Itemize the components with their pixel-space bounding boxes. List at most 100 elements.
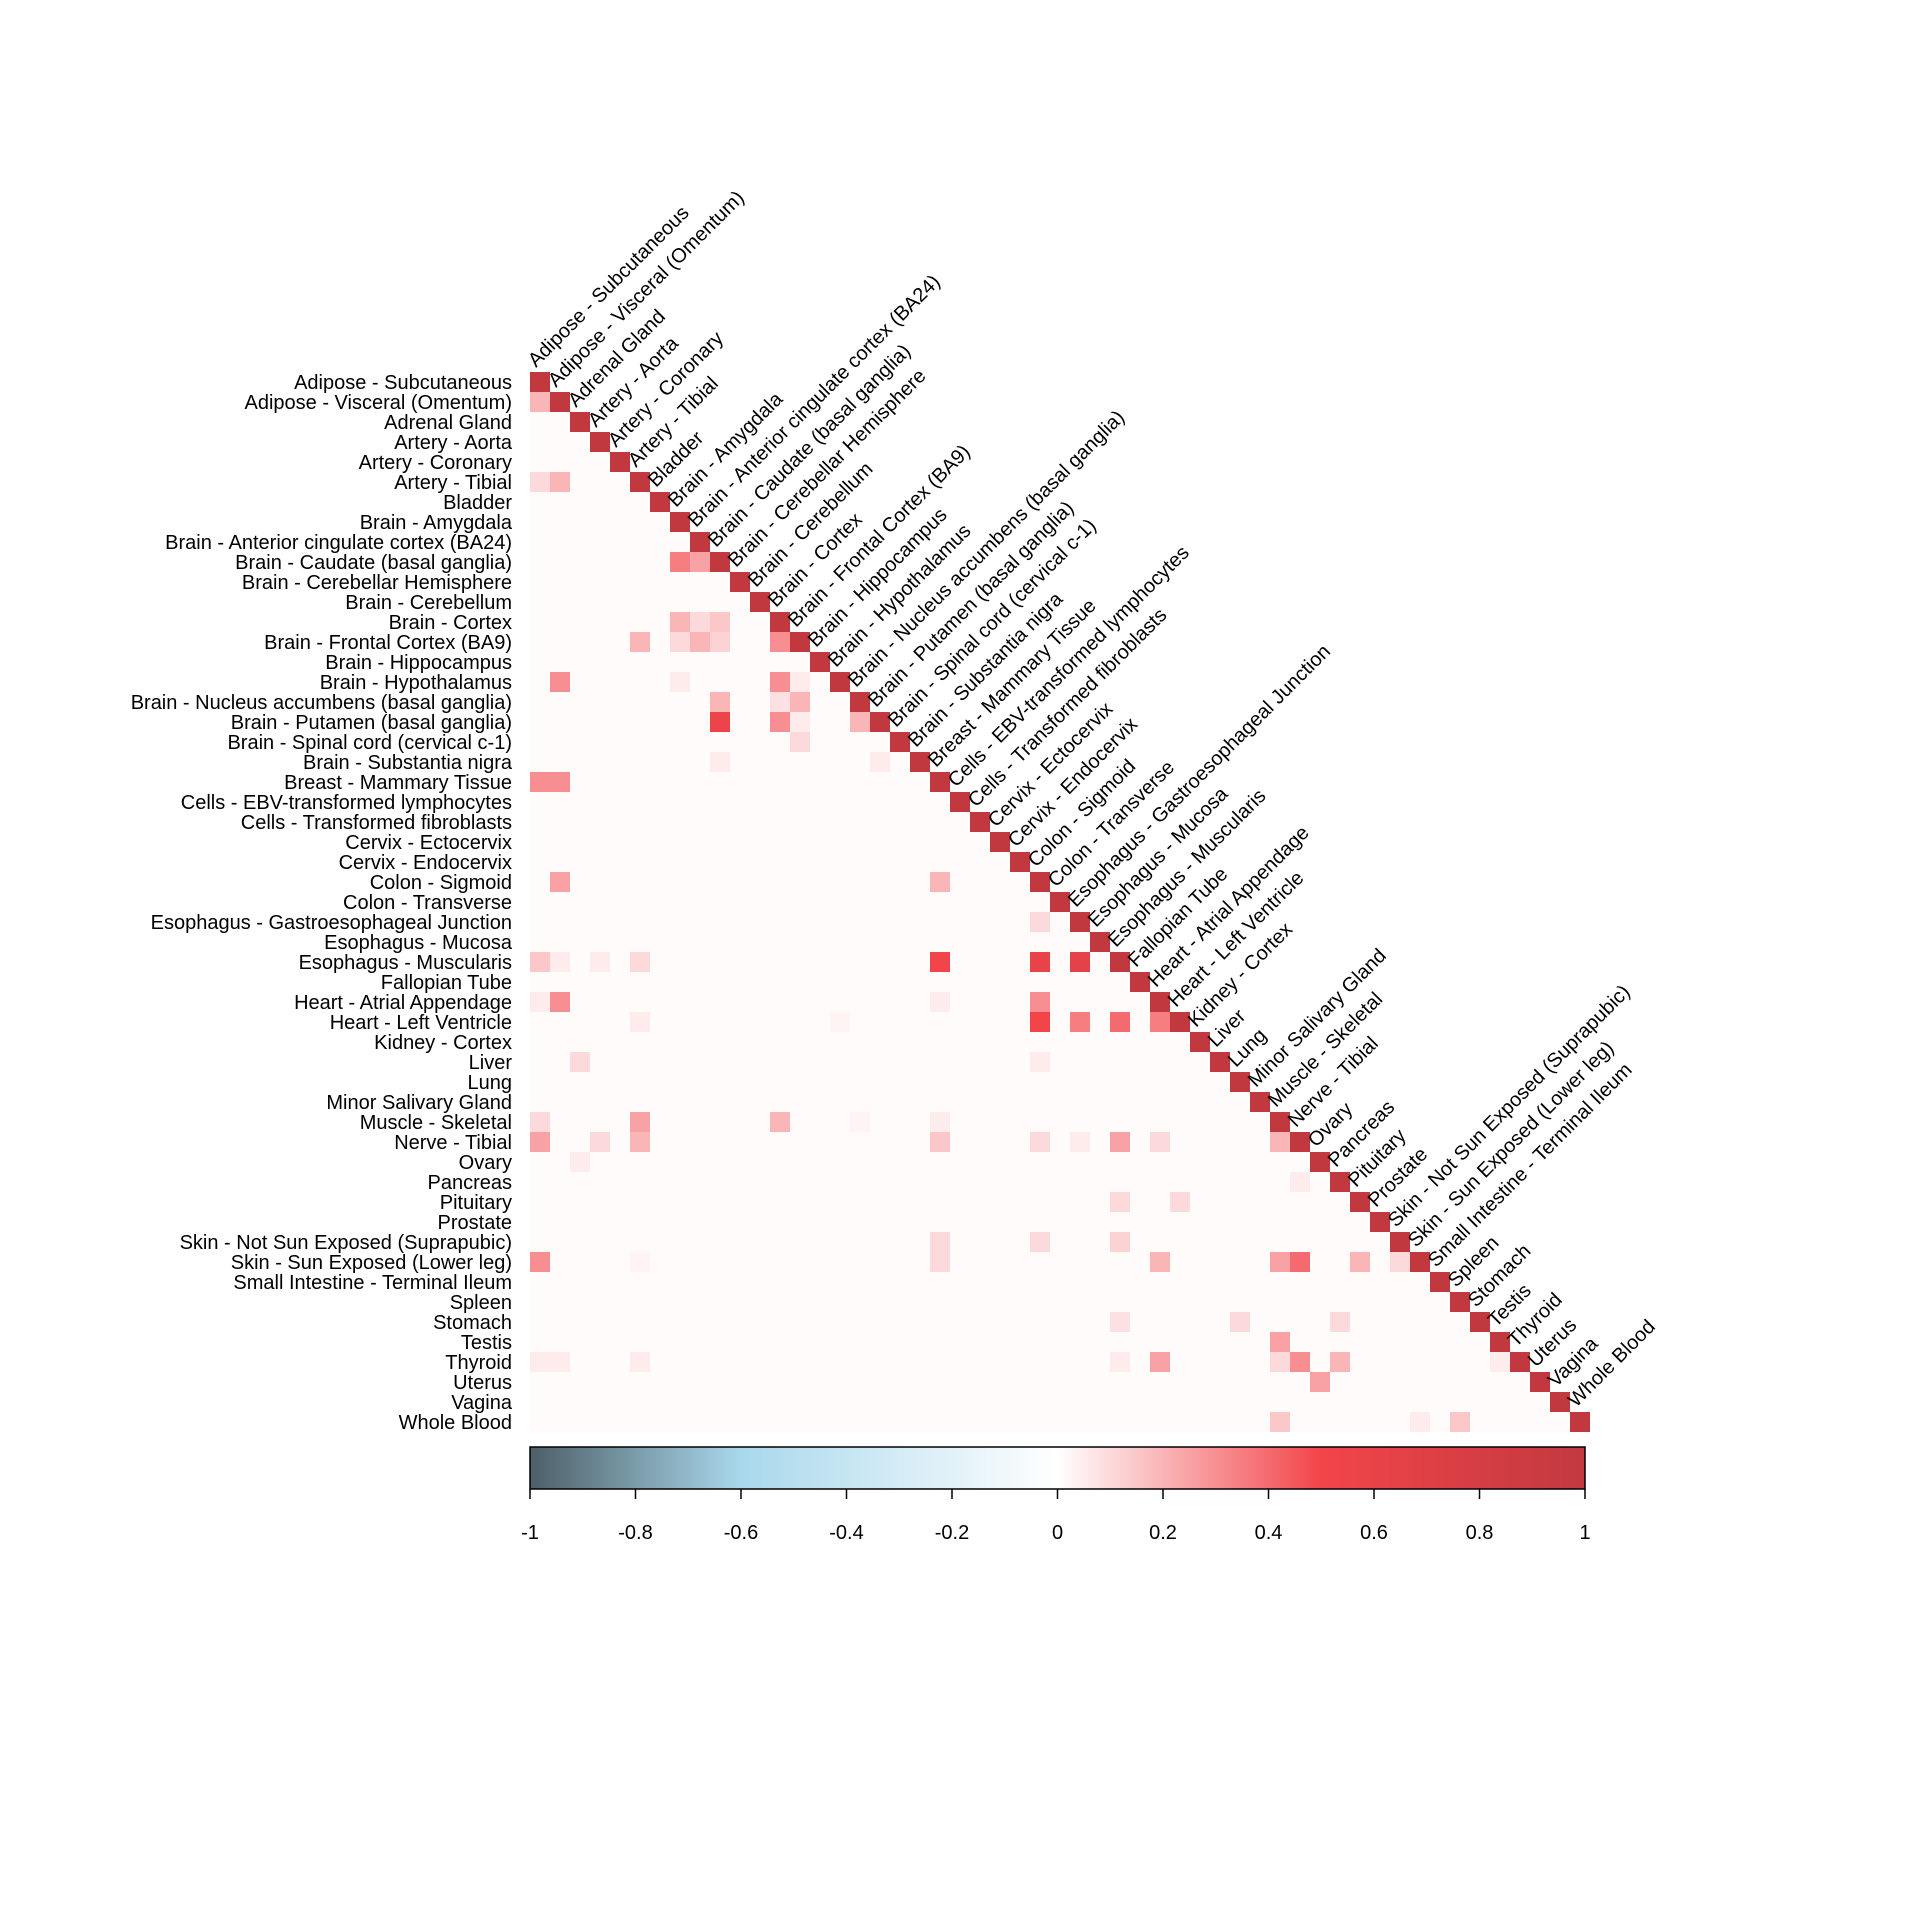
heatmap-cell-diagonal: [830, 672, 850, 692]
heatmap-cell: [690, 692, 710, 712]
heatmap-cell: [570, 692, 590, 712]
heatmap-cell: [770, 792, 790, 812]
heatmap-cell: [950, 1252, 970, 1272]
heatmap-cell: [1130, 1232, 1150, 1252]
heatmap-cell: [1390, 1292, 1410, 1312]
heatmap-cell: [1210, 1312, 1230, 1332]
heatmap-cell: [650, 652, 670, 672]
heatmap-cell: [810, 1052, 830, 1072]
heatmap-cell: [630, 892, 650, 912]
heatmap-cell: [1330, 1212, 1350, 1232]
heatmap-cell: [1150, 1132, 1170, 1152]
heatmap-cell-diagonal: [1370, 1212, 1390, 1232]
row-label: Cervix - Ectocervix: [345, 832, 512, 854]
heatmap-cell: [890, 1352, 910, 1372]
heatmap-cell: [670, 712, 690, 732]
heatmap-cell: [1050, 1372, 1070, 1392]
heatmap-cell: [770, 1172, 790, 1192]
heatmap-cell: [1070, 1252, 1090, 1272]
heatmap-cell: [630, 832, 650, 852]
heatmap-cell: [1170, 1052, 1190, 1072]
heatmap-cell: [890, 1292, 910, 1312]
heatmap-cell: [1330, 1332, 1350, 1352]
heatmap-cell: [950, 912, 970, 932]
heatmap-cell: [1390, 1392, 1410, 1412]
heatmap-cell: [590, 492, 610, 512]
row-label: Whole Blood: [399, 1412, 512, 1434]
heatmap-cell: [750, 1372, 770, 1392]
heatmap-cell: [690, 932, 710, 952]
heatmap-cell: [950, 952, 970, 972]
heatmap-cell: [970, 1252, 990, 1272]
heatmap-cell: [810, 1312, 830, 1332]
heatmap-cell: [610, 532, 630, 552]
heatmap-cell: [1030, 972, 1050, 992]
heatmap-cell: [1010, 1012, 1030, 1032]
heatmap-cell-diagonal: [1190, 1032, 1210, 1052]
heatmap-cell: [630, 952, 650, 972]
heatmap-cell: [810, 1092, 830, 1112]
heatmap-cell: [550, 1392, 570, 1412]
heatmap-cell: [770, 1132, 790, 1152]
heatmap-cell: [1090, 1112, 1110, 1132]
heatmap-cell: [530, 1052, 550, 1072]
heatmap-cell: [970, 912, 990, 932]
heatmap-cell: [970, 972, 990, 992]
heatmap-cell: [770, 932, 790, 952]
heatmap-cell: [890, 1132, 910, 1152]
heatmap-cell: [1150, 1352, 1170, 1372]
heatmap-cell: [1430, 1292, 1450, 1312]
heatmap-cell: [950, 992, 970, 1012]
heatmap-cell: [790, 792, 810, 812]
heatmap-cell-diagonal: [890, 732, 910, 752]
heatmap-cell: [530, 1352, 550, 1372]
heatmap-cell: [610, 1312, 630, 1332]
heatmap-cell: [850, 892, 870, 912]
heatmap-cell: [930, 1152, 950, 1172]
row-label: Colon - Transverse: [343, 892, 512, 914]
heatmap-cell: [550, 732, 570, 752]
heatmap-cell: [870, 1092, 890, 1112]
heatmap-cell: [610, 1412, 630, 1432]
heatmap-cell: [930, 1252, 950, 1272]
heatmap-cell: [850, 972, 870, 992]
heatmap-cell: [1350, 1272, 1370, 1292]
heatmap-cell: [530, 872, 550, 892]
heatmap-cell: [910, 1132, 930, 1152]
heatmap-cell: [530, 1092, 550, 1112]
heatmap-cell-diagonal: [1150, 992, 1170, 1012]
heatmap-cell: [670, 1332, 690, 1352]
heatmap-cell: [550, 532, 570, 552]
heatmap-cell: [530, 992, 550, 1012]
heatmap-cell: [710, 872, 730, 892]
heatmap-cell: [1210, 1292, 1230, 1312]
heatmap-cell: [1010, 892, 1030, 912]
heatmap-cell: [1330, 1192, 1350, 1212]
heatmap-cell: [550, 1152, 570, 1172]
heatmap-cell: [750, 892, 770, 912]
heatmap-cell: [610, 592, 630, 612]
heatmap-cell: [870, 1412, 890, 1432]
heatmap-cell: [610, 512, 630, 532]
heatmap-cell: [790, 912, 810, 932]
heatmap-cell: [1170, 1132, 1190, 1152]
heatmap-cell-diagonal: [910, 752, 930, 772]
heatmap-cell: [570, 972, 590, 992]
heatmap-cell-diagonal: [1250, 1092, 1270, 1112]
heatmap-cell: [590, 852, 610, 872]
heatmap-cell: [710, 1192, 730, 1212]
heatmap-cell: [690, 1192, 710, 1212]
heatmap-cell: [770, 992, 790, 1012]
heatmap-cell: [630, 492, 650, 512]
heatmap-cell: [1070, 1272, 1090, 1292]
heatmap-cell-diagonal: [950, 792, 970, 812]
heatmap-cell: [1230, 1092, 1250, 1112]
heatmap-cell: [690, 852, 710, 872]
heatmap-cell: [870, 1032, 890, 1052]
heatmap-cell: [1170, 1252, 1190, 1272]
heatmap-cell: [830, 1072, 850, 1092]
heatmap-cell: [630, 1172, 650, 1192]
heatmap-cell: [890, 1172, 910, 1192]
heatmap-cell: [690, 652, 710, 672]
heatmap-cell: [1290, 1352, 1310, 1372]
